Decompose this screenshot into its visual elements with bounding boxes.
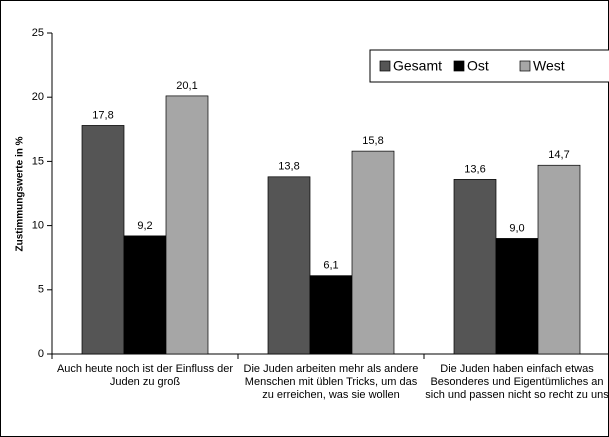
- bar: [309, 275, 353, 355]
- value-label: 15,8: [362, 135, 383, 147]
- value-label: 17,8: [92, 109, 113, 121]
- value-label: 6,1: [323, 260, 338, 272]
- bar: [495, 238, 539, 355]
- bar: [267, 176, 311, 355]
- bar: [165, 95, 209, 355]
- y-tick-label: 10: [32, 220, 44, 232]
- legend-label: Ost: [467, 58, 489, 74]
- y-tick-label: 20: [32, 91, 44, 103]
- value-label: 20,1: [176, 80, 197, 92]
- y-tick-label: 15: [32, 155, 44, 167]
- x-tick-label: Die Juden haben einfach etwas Besonderes…: [425, 363, 609, 401]
- y-tick-label: 0: [38, 348, 44, 360]
- value-label: 14,7: [548, 149, 569, 161]
- bar: [123, 235, 167, 355]
- y-tick-label: 5: [38, 284, 44, 296]
- value-label: 9,2: [137, 220, 152, 232]
- bar: [537, 164, 581, 355]
- legend-label: Gesamt: [393, 58, 442, 74]
- x-tick-label: Die Juden arbeiten mehr als andere Mensc…: [243, 363, 419, 401]
- legend-swatch: [379, 60, 391, 72]
- legend-box: [369, 49, 609, 83]
- legend-swatch: [453, 60, 465, 72]
- value-label: 13,8: [278, 161, 299, 173]
- x-tick-label: Auch heute noch ist der Einfluss der Jud…: [56, 363, 234, 388]
- bar: [81, 125, 125, 355]
- bar: [351, 150, 395, 355]
- y-tick-label: 25: [32, 27, 44, 39]
- value-label: 9,0: [509, 222, 524, 234]
- bar: [453, 179, 497, 355]
- legend-label: West: [533, 58, 565, 74]
- legend-swatch: [519, 60, 531, 72]
- value-label: 13,6: [464, 163, 485, 175]
- y-axis-label: Zustimmungswerte in %: [15, 136, 26, 251]
